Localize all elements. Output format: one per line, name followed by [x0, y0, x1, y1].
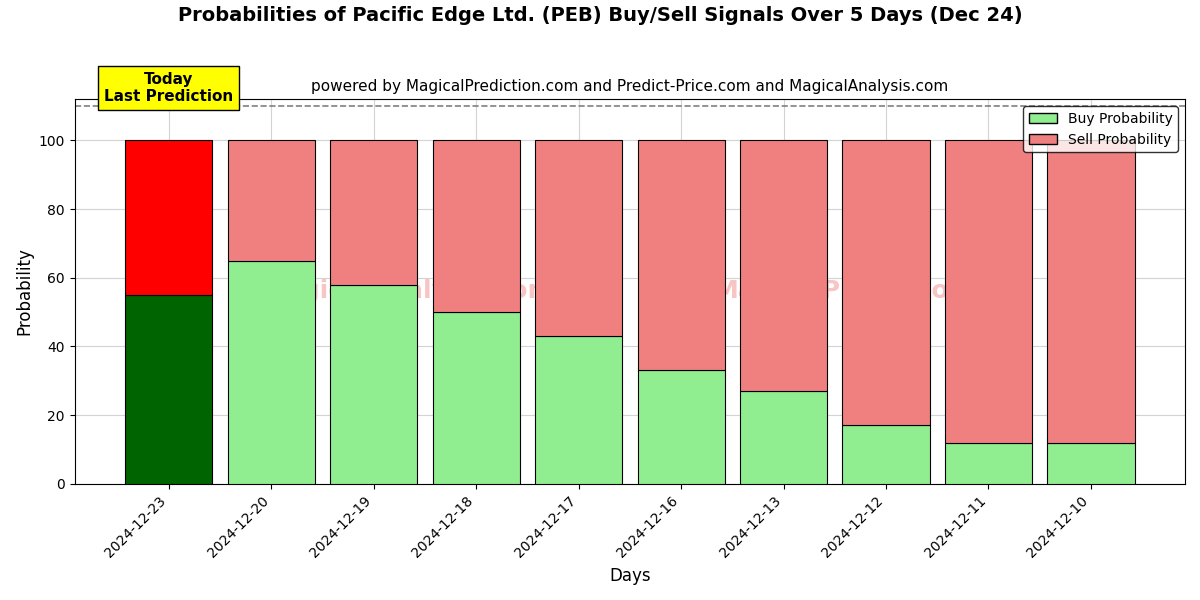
- Bar: [330, 140, 418, 284]
- Bar: [842, 425, 930, 484]
- Text: MagicalPrediction.com: MagicalPrediction.com: [714, 280, 1034, 304]
- X-axis label: Days: Days: [610, 567, 650, 585]
- Bar: [1048, 140, 1134, 443]
- Bar: [330, 284, 418, 484]
- Bar: [637, 140, 725, 370]
- Bar: [944, 443, 1032, 484]
- Bar: [740, 140, 827, 391]
- Text: MagicalAnalysis.com: MagicalAnalysis.com: [260, 280, 554, 304]
- Bar: [228, 260, 314, 484]
- Bar: [228, 140, 314, 260]
- Bar: [1048, 443, 1134, 484]
- Bar: [125, 295, 212, 484]
- Bar: [535, 140, 622, 336]
- Text: Probabilities of Pacific Edge Ltd. (PEB) Buy/Sell Signals Over 5 Days (Dec 24): Probabilities of Pacific Edge Ltd. (PEB)…: [178, 6, 1022, 25]
- Bar: [740, 391, 827, 484]
- Bar: [125, 140, 212, 295]
- Bar: [432, 312, 520, 484]
- Text: Today
Last Prediction: Today Last Prediction: [104, 72, 233, 104]
- Bar: [432, 140, 520, 312]
- Bar: [637, 370, 725, 484]
- Bar: [535, 336, 622, 484]
- Bar: [842, 140, 930, 425]
- Title: powered by MagicalPrediction.com and Predict-Price.com and MagicalAnalysis.com: powered by MagicalPrediction.com and Pre…: [311, 79, 948, 94]
- Legend: Buy Probability, Sell Probability: Buy Probability, Sell Probability: [1024, 106, 1178, 152]
- Y-axis label: Probability: Probability: [16, 248, 34, 335]
- Bar: [944, 140, 1032, 443]
